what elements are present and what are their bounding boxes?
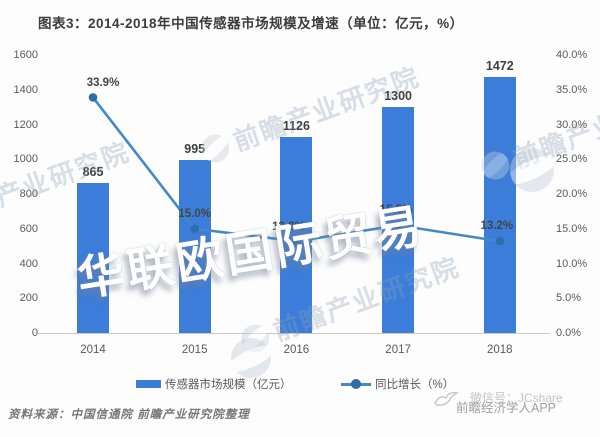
x-axis-label: 2018: [487, 344, 513, 356]
growth-value-label: 13.2%: [272, 221, 305, 234]
x-axis-label: 2017: [385, 344, 411, 356]
y-axis-left-tick: 1000: [13, 153, 38, 166]
legend-line-marker-icon: [351, 379, 361, 389]
growth-value-label: 15.0%: [178, 207, 211, 220]
qianzhan-globe-watermark-icon: [231, 338, 271, 378]
app-name-text: 前瞻经济学人APP: [456, 401, 557, 415]
market-size-bar: [280, 137, 313, 333]
y-axis-right-tick: 30.0%: [556, 118, 588, 131]
y-axis-right-tick: 20.0%: [556, 188, 588, 200]
source-note: 资料来源：中国信通院 前瞻产业研究院整理: [8, 409, 250, 421]
market-size-bar: [178, 160, 211, 333]
line-marker-icon: [393, 220, 403, 230]
x-axis-label: 2015: [181, 344, 208, 356]
x-axis-baseline: [38, 333, 550, 334]
y-axis-left-tick: 1600: [13, 49, 38, 61]
y-axis-left-tick: 0: [31, 327, 38, 339]
x-axis-label: 2016: [283, 344, 310, 356]
line-marker-icon: [292, 236, 301, 246]
legend-line-label: 同比增长（%）: [375, 379, 455, 391]
line-marker-icon: [190, 224, 199, 234]
y-axis-left-tick: 400: [19, 257, 38, 270]
market-size-bar: [77, 182, 109, 333]
y-axis-right-tick: 0.0%: [556, 327, 582, 339]
bar-value-label: 1300: [384, 89, 412, 104]
growth-line-layer: [88, 93, 505, 246]
y-axis-left-tick: 800: [19, 188, 38, 200]
growth-value-label: 33.9%: [86, 77, 120, 90]
chart-title: 图表3：2014-2018年中国传感器市场规模及增速（单位：亿元，%）: [38, 16, 464, 31]
y-axis-right-tick: 40.0%: [556, 49, 588, 61]
legend-bar-swatch: [136, 380, 161, 388]
growth-value-label: 13.2%: [480, 220, 514, 233]
wechat-id-text: 微信号：JCshare: [470, 391, 563, 405]
line-marker-icon: [88, 93, 98, 102]
y-axis-right-tick: 25.0%: [556, 153, 588, 166]
y-axis-left-tick: 1400: [13, 83, 38, 96]
market-size-bar: [382, 107, 415, 333]
bar-value-label: 1126: [282, 119, 310, 134]
bar-value-label: 995: [184, 142, 206, 157]
y-axis-right-tick: 5.0%: [556, 292, 582, 305]
bar-value-label: 1472: [485, 59, 514, 74]
y-axis-left-tick: 200: [19, 292, 38, 305]
line-marker-icon: [495, 236, 505, 246]
y-axis-right-tick: 10.0%: [556, 257, 588, 270]
y-axis-left-tick: 600: [19, 222, 38, 235]
x-axis-label: 2014: [80, 344, 106, 356]
legend-bar-label: 传感器市场规模（亿元）: [165, 379, 292, 391]
y-axis-left-tick: 1200: [13, 118, 38, 131]
y-axis-right-tick: 15.0%: [556, 222, 588, 235]
y-axis-right-tick: 35.0%: [556, 83, 588, 96]
market-size-bar: [483, 77, 516, 333]
bird-logo-icon: [434, 391, 459, 406]
bar-value-label: 865: [82, 164, 104, 179]
growth-value-label: 15.5%: [379, 204, 413, 217]
